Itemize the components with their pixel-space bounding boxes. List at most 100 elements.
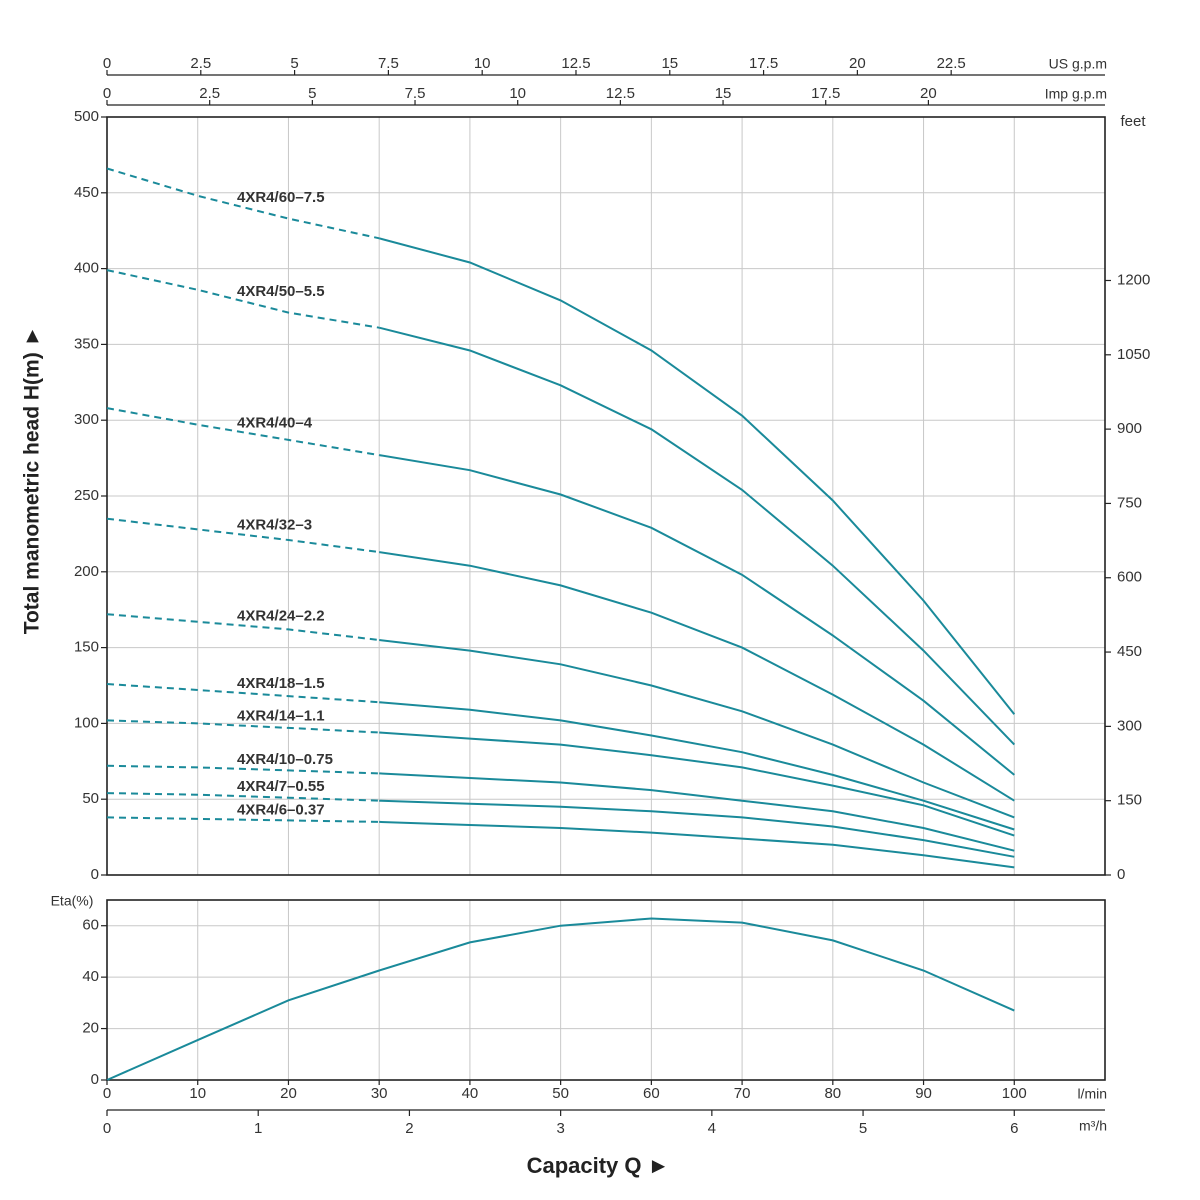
curve bbox=[379, 731, 1015, 837]
x2-axis-unit: m³/h bbox=[1079, 1118, 1107, 1134]
y-tick-label: 500 bbox=[74, 108, 99, 125]
y2-tick-label: 150 bbox=[1117, 792, 1142, 809]
series-label: 4XR4/10–0.75 bbox=[237, 751, 333, 768]
curve-dashed bbox=[106, 613, 380, 641]
x2-tick-label: 5 bbox=[859, 1120, 867, 1137]
top-axis-tick-label: 20 bbox=[849, 55, 866, 72]
top-axis-tick-label: 5 bbox=[290, 55, 298, 72]
x-tick-label: 60 bbox=[643, 1085, 660, 1102]
x-axis-title: Capacity Q ► bbox=[527, 1153, 670, 1178]
x-tick-label: 80 bbox=[824, 1085, 841, 1102]
x-tick-label: 40 bbox=[462, 1085, 479, 1102]
y-tick-label: 400 bbox=[74, 260, 99, 277]
x-tick-label: 50 bbox=[552, 1085, 569, 1102]
curve-dashed bbox=[106, 764, 380, 775]
series-label: 4XR4/40–4 bbox=[237, 414, 313, 431]
series-label: 4XR4/18–1.5 bbox=[237, 675, 325, 692]
y-axis-title: Total manometric head H(m) ► bbox=[21, 326, 44, 635]
y-tick-label: 250 bbox=[74, 487, 99, 504]
curve bbox=[379, 454, 1015, 776]
curve bbox=[379, 799, 1015, 858]
curve bbox=[106, 917, 1015, 1081]
y-tick-label: 20 bbox=[82, 1020, 99, 1037]
x2-tick-label: 6 bbox=[1010, 1120, 1018, 1137]
top-axis-tick-label: 10 bbox=[474, 55, 491, 72]
curve-dashed bbox=[106, 407, 380, 457]
top-axis-tick-label: 2.5 bbox=[199, 85, 220, 102]
eta-axis-title: Eta(%) bbox=[51, 893, 94, 909]
y-tick-label: 60 bbox=[82, 917, 99, 934]
x-tick-label: 20 bbox=[280, 1085, 297, 1102]
y-tick-label: 450 bbox=[74, 184, 99, 201]
curve-dashed bbox=[106, 167, 380, 240]
series-label: 4XR4/7–0.55 bbox=[237, 778, 325, 795]
series-label: 4XR4/14–1.1 bbox=[237, 708, 325, 725]
y-tick-label: 0 bbox=[91, 866, 99, 883]
y2-tick-label: 600 bbox=[1117, 569, 1142, 586]
top-axis-tick-label: 17.5 bbox=[811, 85, 840, 102]
y2-tick-label: 450 bbox=[1117, 643, 1142, 660]
series-label: 4XR4/6–0.37 bbox=[237, 802, 325, 819]
x-tick-label: 30 bbox=[371, 1085, 388, 1102]
top-axis-tick-label: 2.5 bbox=[190, 55, 211, 72]
curve bbox=[379, 551, 1015, 802]
y-tick-label: 100 bbox=[74, 714, 99, 731]
series-label: 4XR4/32–3 bbox=[237, 517, 312, 534]
top-axis-tick-label: 10 bbox=[509, 85, 526, 102]
y2-axis-title: feet bbox=[1120, 113, 1146, 130]
x-tick-label: 10 bbox=[189, 1085, 206, 1102]
curve bbox=[379, 639, 1015, 819]
x2-tick-label: 0 bbox=[103, 1120, 111, 1137]
x-axis-unit: l/min bbox=[1077, 1086, 1107, 1102]
x2-tick-label: 3 bbox=[556, 1120, 564, 1137]
y-tick-label: 150 bbox=[74, 639, 99, 656]
x-tick-label: 0 bbox=[103, 1085, 111, 1102]
top-axis-tick-label: 15 bbox=[661, 55, 678, 72]
y2-tick-label: 900 bbox=[1117, 420, 1142, 437]
top-axis-tick-label: 17.5 bbox=[749, 55, 778, 72]
y-tick-label: 50 bbox=[82, 790, 99, 807]
series-label: 4XR4/24–2.2 bbox=[237, 608, 325, 625]
plot-frame bbox=[106, 116, 1106, 876]
y2-tick-label: 1050 bbox=[1117, 346, 1150, 363]
y2-tick-label: 300 bbox=[1117, 717, 1142, 734]
curve bbox=[378, 237, 1016, 715]
y-tick-label: 0 bbox=[91, 1071, 99, 1088]
y-tick-label: 350 bbox=[74, 335, 99, 352]
y2-tick-label: 750 bbox=[1117, 494, 1142, 511]
x-tick-label: 90 bbox=[915, 1085, 932, 1102]
top-axis-tick-label: 15 bbox=[715, 85, 732, 102]
top-axis-tick-label: 0 bbox=[103, 85, 111, 102]
curve-dashed bbox=[106, 269, 380, 329]
plot-frame bbox=[106, 899, 1106, 1081]
curve bbox=[379, 772, 1015, 852]
x2-tick-label: 4 bbox=[708, 1120, 716, 1137]
top-axis-tick-label: 7.5 bbox=[378, 55, 399, 72]
curve-dashed bbox=[106, 683, 380, 704]
x-tick-label: 100 bbox=[1002, 1085, 1027, 1102]
curve-dashed bbox=[106, 816, 380, 823]
curve bbox=[378, 326, 1016, 746]
curve-dashed bbox=[106, 792, 380, 802]
y-tick-label: 200 bbox=[74, 563, 99, 580]
curve bbox=[379, 820, 1015, 869]
curve-dashed bbox=[106, 719, 380, 734]
top-axis-tick-label: 22.5 bbox=[937, 55, 966, 72]
top-axis-unit: US g.p.m bbox=[1049, 56, 1107, 72]
top-axis-unit: Imp g.p.m bbox=[1045, 86, 1107, 102]
curve bbox=[379, 701, 1015, 831]
series-label: 4XR4/50–5.5 bbox=[237, 283, 325, 300]
top-axis-tick-label: 20 bbox=[920, 85, 937, 102]
top-axis-tick-label: 12.5 bbox=[561, 55, 590, 72]
top-axis-tick-label: 12.5 bbox=[606, 85, 635, 102]
x2-tick-label: 2 bbox=[405, 1120, 413, 1137]
x2-tick-label: 1 bbox=[254, 1120, 262, 1137]
curve-dashed bbox=[106, 517, 380, 554]
top-axis-tick-label: 7.5 bbox=[405, 85, 426, 102]
top-axis-tick-label: 0 bbox=[103, 55, 111, 72]
y2-tick-label: 0 bbox=[1117, 866, 1125, 883]
y-tick-label: 40 bbox=[82, 968, 99, 985]
series-label: 4XR4/60–7.5 bbox=[237, 189, 325, 206]
x-tick-label: 70 bbox=[734, 1085, 751, 1102]
